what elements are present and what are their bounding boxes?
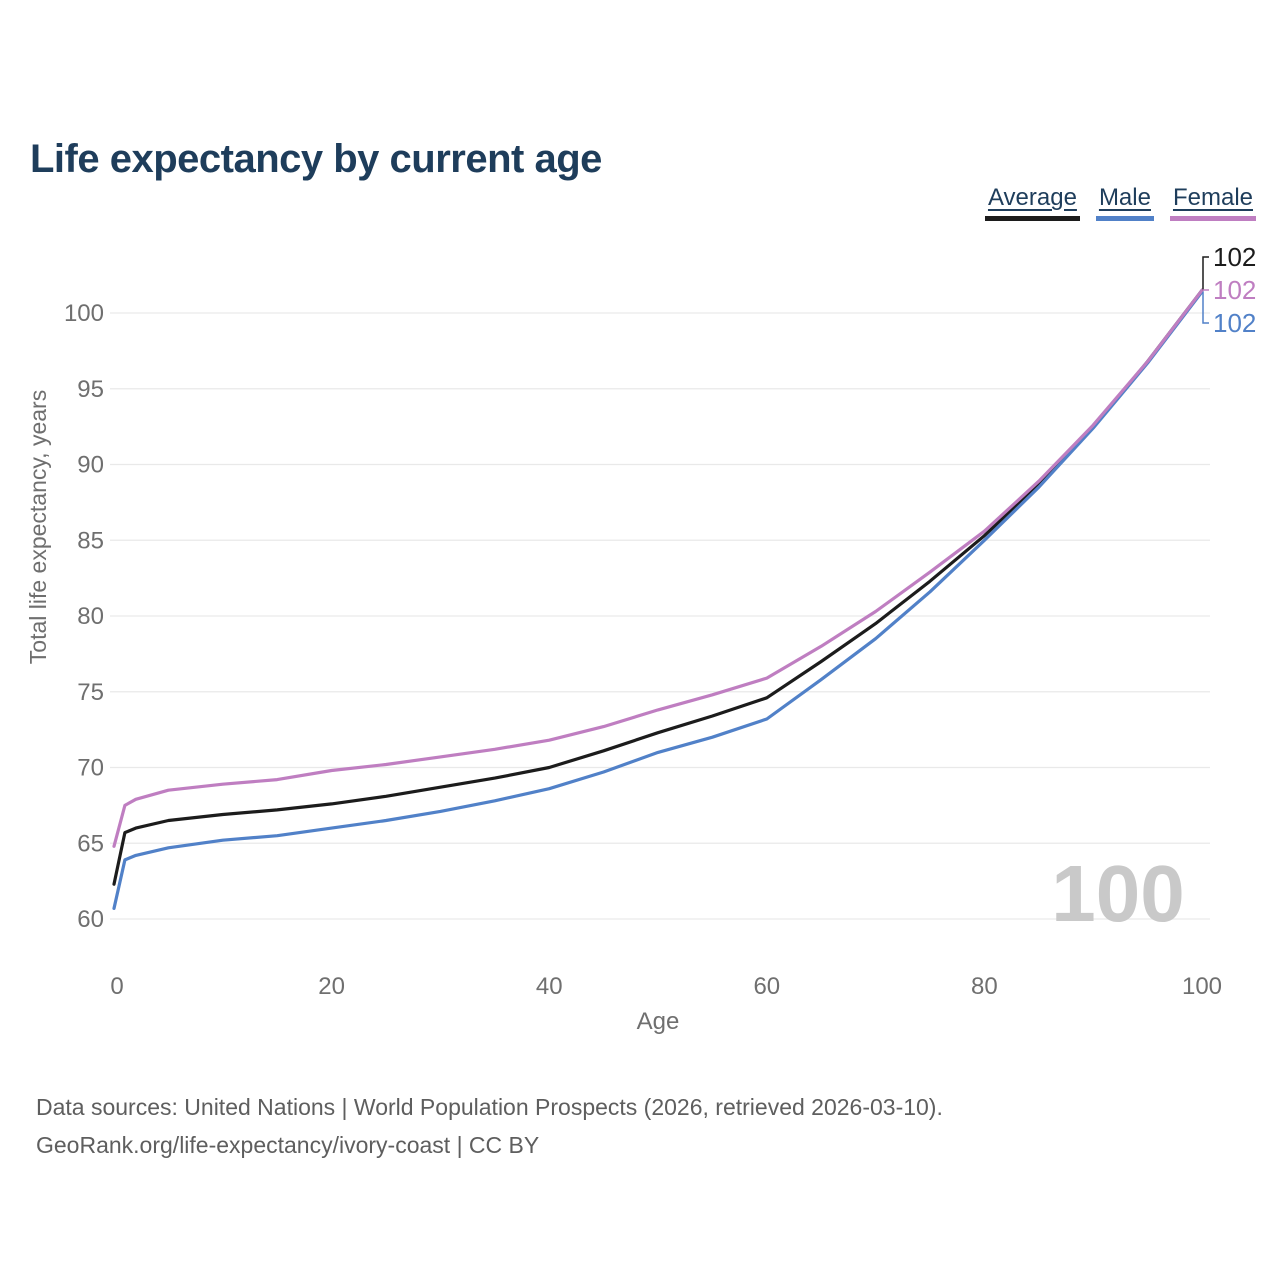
- x-tick-label-100: 100: [1182, 973, 1222, 1000]
- legend-swatch-average: [984, 216, 1080, 221]
- y-tick-label-95: 95: [77, 376, 104, 403]
- line-average[interactable]: [112, 288, 1204, 886]
- end-connector-male: [1202, 291, 1209, 324]
- legend: Average Male Female: [984, 184, 1256, 221]
- x-axis-title: Age: [637, 1008, 680, 1035]
- y-tick-label-80: 80: [77, 603, 104, 630]
- legend-item-average[interactable]: Average: [984, 184, 1080, 221]
- legend-swatch-male: [1095, 216, 1154, 221]
- y-tick-label-100: 100: [64, 300, 104, 327]
- attribution-line: GeoRank.org/life-expectancy/ivory-coast …: [36, 1132, 540, 1158]
- page-title: Life expectancy by current age: [30, 136, 602, 181]
- year-watermark: 100: [1051, 849, 1184, 938]
- end-label-female: 102: [1213, 275, 1256, 305]
- y-tick-label-70: 70: [77, 755, 104, 782]
- legend-swatch-female: [1169, 216, 1256, 221]
- data-source-line: Data sources: United Nations | World Pop…: [36, 1094, 943, 1120]
- x-tick-label-40: 40: [536, 973, 563, 1000]
- line-male[interactable]: [112, 290, 1204, 911]
- y-axis-title: Total life expectancy, years: [25, 390, 51, 664]
- end-label-male: 102: [1213, 308, 1256, 338]
- y-tick-label-90: 90: [77, 452, 104, 479]
- legend-label-male: Male: [1098, 184, 1151, 211]
- end-label-average: 102: [1213, 242, 1256, 272]
- legend-item-female[interactable]: Female: [1169, 184, 1256, 221]
- x-tick-label-80: 80: [971, 973, 998, 1000]
- end-connector-average: [1202, 256, 1209, 291]
- y-tick-label-75: 75: [77, 679, 104, 706]
- line-female[interactable]: [112, 288, 1204, 848]
- y-tick-label-65: 65: [77, 830, 104, 857]
- legend-item-male[interactable]: Male: [1095, 184, 1154, 221]
- chart-footer: Data sources: United Nations | World Pop…: [36, 1088, 1240, 1164]
- y-tick-label-60: 60: [77, 906, 104, 933]
- x-tick-label-0: 0: [110, 973, 123, 1000]
- legend-label-average: Average: [987, 184, 1077, 211]
- y-tick-label-85: 85: [77, 527, 104, 554]
- x-tick-label-60: 60: [753, 973, 780, 1000]
- legend-label-female: Female: [1172, 184, 1253, 211]
- x-tick-label-20: 20: [318, 973, 345, 1000]
